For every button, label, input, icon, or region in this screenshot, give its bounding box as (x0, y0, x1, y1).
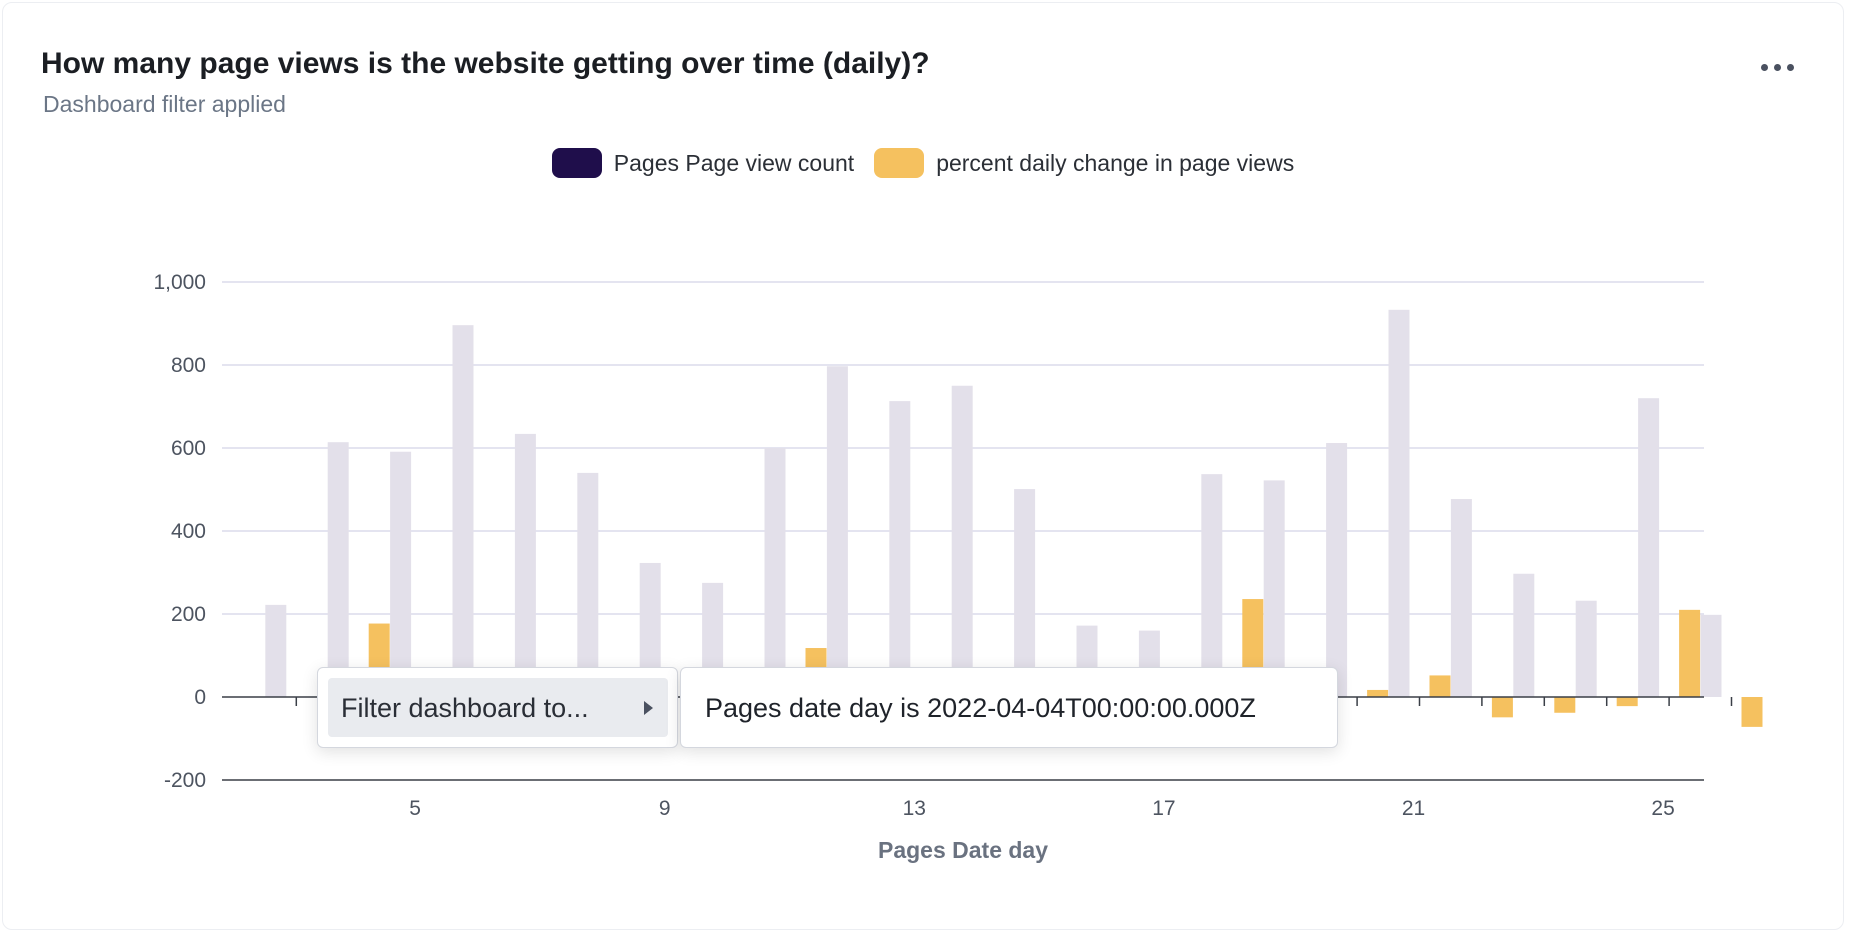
y-tick-label: -200 (164, 769, 206, 792)
bar-page-view-count[interactable] (639, 562, 661, 697)
legend-item-percent-change[interactable]: percent daily change in page views (874, 148, 1294, 178)
ellipsis-icon[interactable] (1758, 55, 1798, 79)
bar-page-view-count[interactable] (452, 325, 474, 697)
filter-option[interactable]: Pages date day is 2022-04-04T00:00:00.00… (680, 667, 1338, 748)
bar-page-view-count[interactable] (1513, 573, 1535, 697)
bar-page-view-count[interactable] (1201, 474, 1223, 697)
bar-page-view-count[interactable] (514, 433, 536, 697)
x-tick-label: 13 (903, 797, 926, 820)
legend-swatch (551, 148, 602, 178)
y-tick-label: 400 (171, 520, 206, 543)
legend-swatch (874, 148, 925, 178)
bar-percent-change[interactable] (1367, 689, 1389, 697)
legend-label: Pages Page view count (613, 149, 855, 176)
x-tick-label: 9 (659, 797, 671, 820)
y-tick-label: 1,000 (153, 271, 206, 294)
bar-page-view-count[interactable] (1014, 489, 1036, 697)
bar-page-view-count[interactable] (951, 385, 973, 697)
x-tick-label: 25 (1651, 797, 1674, 820)
x-tick-label: 5 (409, 797, 421, 820)
legend-label: percent daily change in page views (936, 149, 1295, 176)
bar-percent-change[interactable] (1554, 697, 1576, 713)
bar-percent-change[interactable] (1741, 697, 1763, 727)
y-tick-label: 800 (171, 354, 206, 377)
bar-page-view-count[interactable] (1450, 499, 1472, 697)
y-tick-label: 0 (194, 686, 206, 709)
legend-item-page-view-count[interactable]: Pages Page view count (551, 148, 855, 178)
bar-percent-change[interactable] (1429, 675, 1451, 697)
bar-page-view-count[interactable] (826, 366, 848, 697)
bar-percent-change[interactable] (1491, 697, 1513, 718)
x-tick-label: 17 (1152, 797, 1175, 820)
filter-menu: Filter dashboard to... (317, 667, 678, 748)
card-subtitle: Dashboard filter applied (43, 91, 286, 117)
bar-percent-change[interactable] (1679, 609, 1701, 697)
y-tick-label: 200 (171, 603, 206, 626)
bar-page-view-count[interactable] (764, 448, 786, 697)
y-tick-label: 600 (171, 437, 206, 460)
bar-page-view-count[interactable] (1263, 480, 1285, 697)
bar-page-view-count[interactable] (1700, 614, 1722, 697)
filter-dashboard-item[interactable]: Filter dashboard to... (328, 678, 668, 737)
filter-dashboard-label: Filter dashboard to... (341, 693, 589, 723)
x-axis-title: Pages Date day (878, 837, 1048, 863)
bar-page-view-count[interactable] (1638, 398, 1660, 697)
bar-page-view-count[interactable] (327, 442, 349, 697)
chevron-right-icon (644, 701, 653, 715)
chart-legend: Pages Page view count percent daily chan… (0, 148, 1850, 178)
card-title[interactable]: How many page views is the website getti… (41, 47, 930, 80)
bar-page-view-count[interactable] (1575, 600, 1597, 697)
filter-option-label: Pages date day is 2022-04-04T00:00:00.00… (705, 693, 1256, 723)
bar-page-view-count[interactable] (577, 472, 599, 697)
bar-percent-change[interactable] (1616, 697, 1638, 707)
bar-page-view-count[interactable] (1326, 443, 1348, 697)
bar-page-view-count[interactable] (1388, 309, 1410, 697)
bar-page-view-count[interactable] (390, 451, 412, 697)
series-page-view-count (265, 309, 1722, 697)
bar-page-view-count[interactable] (265, 604, 287, 697)
x-tick-label: 21 (1402, 797, 1425, 820)
bar-page-view-count[interactable] (889, 401, 911, 697)
